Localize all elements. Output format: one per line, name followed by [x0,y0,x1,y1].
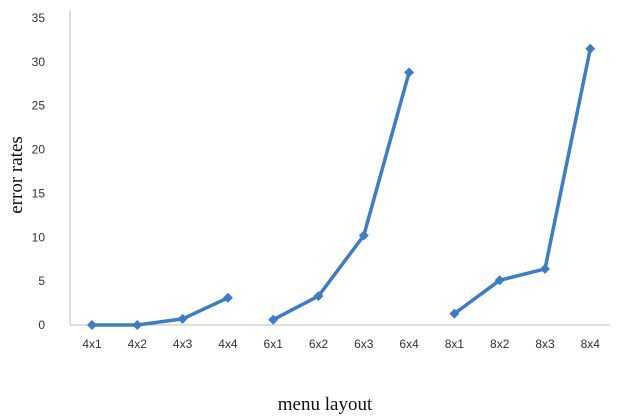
y-tick-label: 5 [38,274,45,288]
data-point-6x3 [358,230,369,241]
x-tick-label: 8x2 [490,337,510,351]
data-point-8x2 [494,275,505,286]
x-tick-labels: 4x1 4x2 4x3 4x4 6x1 6x2 6x3 6x4 8x1 8x2 8x3 8x4 [82,337,600,351]
data-point-6x2 [313,291,324,302]
data-point-4x3 [177,313,188,324]
series-lines [90,46,593,327]
data-point-6x1 [268,314,279,325]
data-point-4x2 [132,320,143,330]
y-tick-label: 30 [32,55,46,69]
x-tick-label: 8x3 [535,337,555,351]
x-tick-label: 4x2 [128,337,148,351]
x-tick-label: 4x1 [82,337,102,351]
data-point-4x1 [87,320,97,330]
x-axis-title: menu layout [278,394,373,415]
series-line-3 [452,46,593,316]
x-tick-label: 8x1 [445,337,465,351]
series-points [87,43,596,330]
data-point-6x4 [404,67,415,78]
y-tick-label: 10 [32,230,46,244]
y-tick-labels: 0 5 10 15 20 25 30 35 [32,11,46,332]
y-tick-label: 15 [32,186,46,200]
data-point-8x4 [585,43,596,54]
x-tick-label: 6x1 [264,337,284,351]
y-tick-label: 20 [32,143,46,157]
data-point-8x3 [540,263,550,274]
data-point-8x1 [449,308,460,319]
x-tick-label: 4x3 [173,337,193,351]
y-tick-label: 25 [32,99,46,113]
x-tick-label: 6x3 [354,337,374,351]
y-tick-label: 0 [38,318,45,332]
x-tick-label: 6x2 [309,337,329,351]
series-line-2 [271,70,411,322]
x-tick-label: 8x4 [581,337,601,351]
y-tick-label: 35 [32,11,46,25]
data-point-4x4 [222,292,233,303]
y-axis-title: error rates [6,136,27,214]
x-tick-label: 4x4 [218,337,238,351]
series-line-1 [90,296,230,327]
x-tick-label: 6x4 [399,337,419,351]
